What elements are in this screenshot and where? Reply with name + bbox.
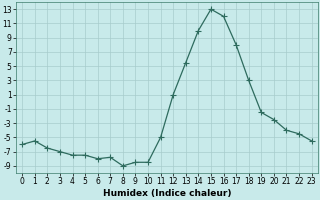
X-axis label: Humidex (Indice chaleur): Humidex (Indice chaleur) — [103, 189, 231, 198]
